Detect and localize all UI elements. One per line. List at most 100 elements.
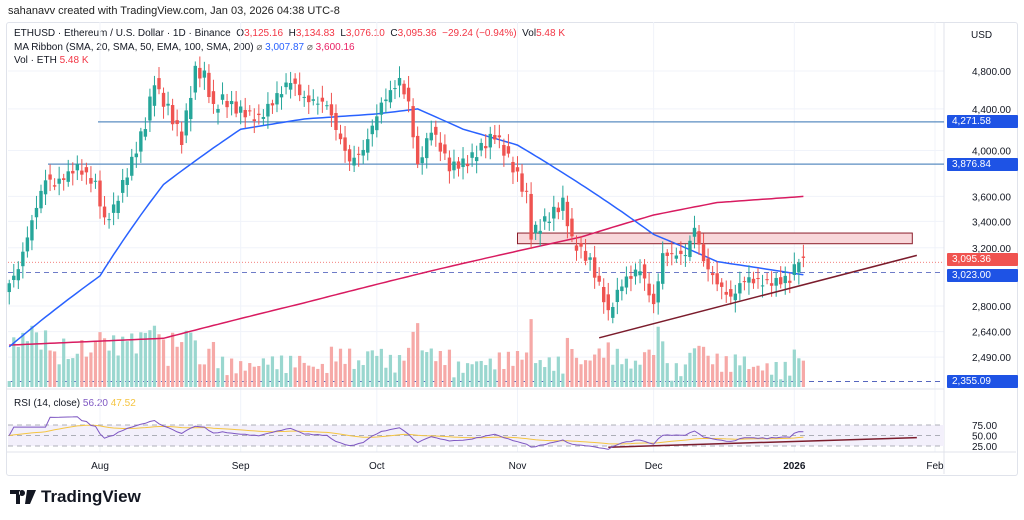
volume-bar — [80, 340, 84, 387]
price-chart[interactable]: 4,800.00 4,400.00 4,000.00 3,600.00 3,400.00… — [0, 0, 1024, 480]
volume-bar — [683, 364, 688, 387]
volume-bar — [338, 348, 343, 387]
volume-bar — [16, 346, 20, 387]
volume-bar — [198, 364, 202, 387]
candle-body — [148, 96, 152, 121]
volume-bar — [770, 374, 774, 387]
candle-body — [774, 277, 778, 286]
volume-bar — [774, 361, 778, 387]
candle-body — [130, 156, 134, 176]
volume-bar — [216, 368, 220, 387]
candle-body — [720, 282, 724, 287]
tradingview-logo-icon — [10, 490, 36, 504]
price-tick-label: 3,200.00 — [972, 244, 1011, 255]
close-label: C — [390, 28, 398, 39]
candle-body — [293, 78, 297, 84]
candle-body — [779, 277, 783, 285]
candle-body — [529, 193, 533, 240]
volume-bar — [325, 372, 329, 387]
candle-body — [415, 135, 420, 165]
candle-body — [288, 82, 293, 90]
volume-bar — [611, 364, 615, 387]
volume-bar — [102, 338, 107, 387]
resistance-zone — [516, 232, 913, 245]
ma-value-1: 3,007.87 — [265, 42, 305, 53]
volume-bar — [561, 373, 565, 387]
candle-body — [697, 231, 701, 245]
volume-bar — [747, 369, 751, 387]
volume-bar — [706, 355, 710, 387]
volume-bar — [720, 371, 724, 387]
candle-body — [434, 126, 438, 135]
volume-bar — [733, 354, 737, 387]
vol-label: Vol — [522, 28, 537, 39]
candle-body — [624, 276, 629, 288]
volume-bar — [193, 340, 197, 387]
candle-body — [556, 207, 561, 213]
candle-body — [120, 179, 125, 193]
symbol-legend: ETHUSD · Ethereum / U.S. Dollar · 1D · B… — [14, 28, 565, 39]
candle-body — [111, 204, 116, 213]
candle-body — [520, 173, 524, 192]
time-tick-label: Sep — [232, 461, 250, 472]
candle-body — [397, 77, 402, 86]
volume-bar — [234, 373, 238, 387]
candle-body — [84, 167, 89, 173]
candle-body — [248, 110, 252, 112]
candle-body — [751, 278, 756, 284]
candle-body — [57, 178, 61, 184]
candle-body — [765, 279, 769, 281]
rsi-title: RSI (14, close) — [14, 398, 81, 409]
candle-body — [724, 291, 728, 295]
candle-body — [139, 131, 143, 152]
volume-bar — [570, 348, 574, 387]
volume-bar — [438, 350, 442, 387]
volume-bar — [724, 356, 728, 387]
volume-bar — [447, 349, 452, 387]
rsi-value: 56.20 — [82, 398, 108, 409]
time-tick-label: Feb — [926, 461, 944, 472]
candle-body — [266, 103, 270, 117]
volume-bar — [420, 350, 424, 387]
vol-legend: Vol · ETH 5.48 K — [14, 55, 89, 66]
volume-bar — [384, 367, 388, 387]
candle-body — [797, 262, 801, 273]
candle-body — [801, 256, 806, 258]
volume-bar — [347, 348, 352, 387]
currency-label[interactable]: USD — [971, 30, 993, 41]
candle-body — [202, 70, 207, 78]
candle-body — [488, 133, 492, 148]
volume-bar — [656, 326, 660, 387]
rsi-trendline — [608, 436, 917, 449]
candle-body — [792, 264, 797, 276]
volume-bar — [792, 349, 796, 387]
volume-bar — [239, 361, 243, 387]
candle-body — [261, 117, 266, 119]
volume-bar — [602, 357, 606, 387]
volume-bar — [275, 369, 279, 387]
time-tick-label: Oct — [369, 461, 385, 472]
candle-body — [552, 206, 556, 219]
volume-bar — [529, 319, 533, 387]
volume-bar — [475, 361, 479, 387]
candle-body — [375, 116, 379, 131]
volume-bar — [461, 372, 465, 387]
candle-body — [238, 106, 243, 113]
candle-body — [674, 255, 679, 259]
time-tick-label: 2026 — [783, 461, 806, 472]
volume-bar — [57, 364, 61, 387]
volume-bar — [171, 332, 175, 387]
low-label: L — [340, 28, 346, 39]
price-tag: 4,271.58 — [947, 115, 1018, 129]
candle-body — [34, 207, 39, 218]
volume-bar — [497, 352, 501, 387]
volume-bar — [515, 351, 520, 387]
candle-body — [511, 161, 515, 173]
volume-bar — [715, 353, 719, 387]
candle-body — [620, 286, 624, 292]
candle-body — [52, 185, 57, 187]
candle-body — [592, 257, 597, 278]
candle-body — [602, 286, 606, 303]
candle-body — [352, 157, 356, 166]
volume-bar — [615, 348, 619, 387]
